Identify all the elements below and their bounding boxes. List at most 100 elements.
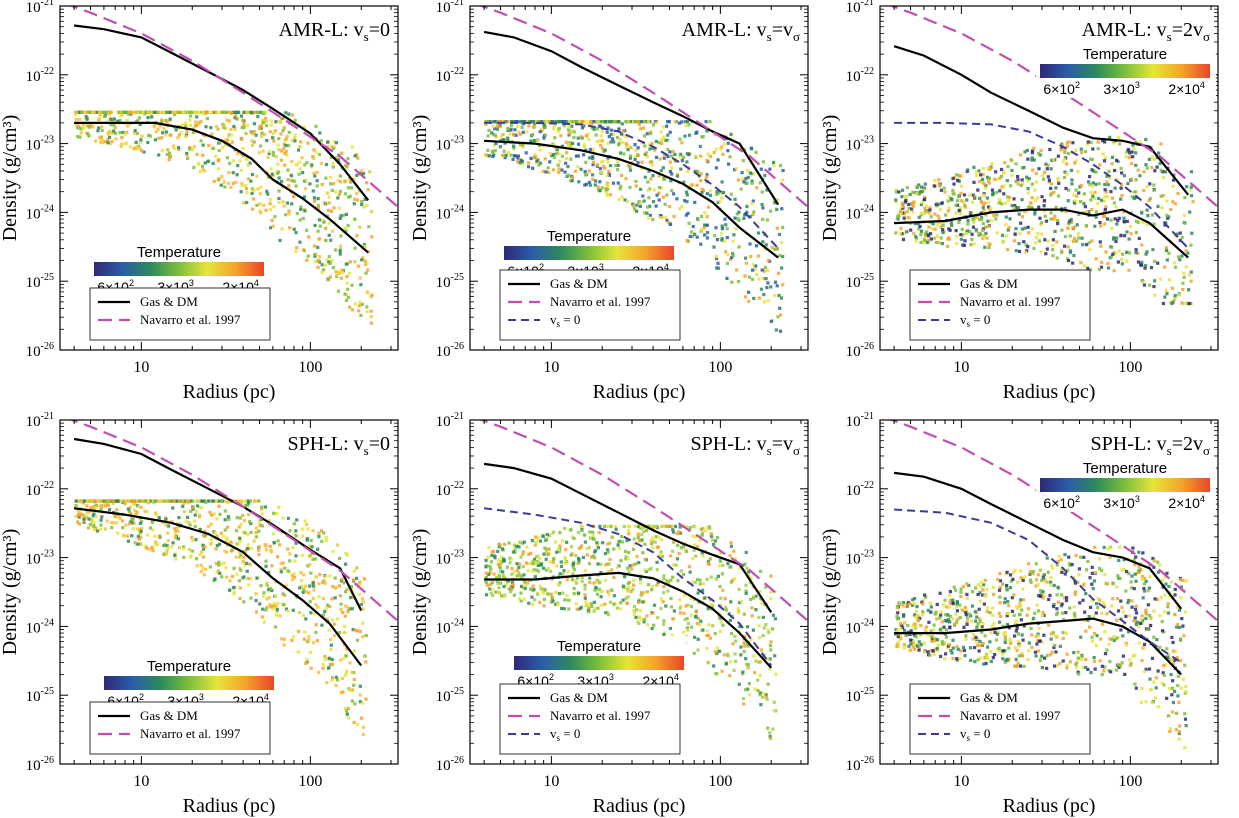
temperature-scatter-cell (176, 145, 181, 150)
temperature-scatter-cell (1020, 178, 1024, 182)
temperature-scatter-cell (612, 132, 616, 136)
temperature-scatter-cell (673, 120, 677, 124)
temperature-scatter-cell (705, 192, 709, 196)
temperature-scatter-cell (360, 258, 364, 262)
temperature-scatter-cell (724, 250, 728, 254)
temperature-scatter-cell (623, 585, 628, 590)
temperature-scatter-cell (627, 532, 631, 536)
temperature-scatter-cell (77, 512, 81, 517)
temperature-scatter-cell (635, 203, 639, 207)
temperature-scatter-cell (515, 124, 520, 129)
temperature-scatter-cell (1112, 237, 1116, 241)
temperature-scatter-cell (757, 624, 761, 628)
temperature-scatter-cell (1132, 190, 1136, 194)
temperature-scatter-cell (744, 261, 749, 265)
temperature-scatter-cell (1148, 283, 1152, 287)
temperature-scatter-cell (200, 550, 204, 554)
temperature-scatter-cell (261, 607, 265, 611)
temperature-scatter-cell (678, 531, 683, 535)
temperature-scatter-cell (712, 150, 716, 155)
temperature-scatter-cell (337, 192, 342, 197)
temperature-scatter-cell (1052, 157, 1056, 162)
temperature-scatter-cell (506, 127, 510, 131)
temperature-scatter-cell (1044, 252, 1048, 256)
temperature-scatter-cell (585, 553, 589, 557)
temperature-scatter-cell (350, 607, 354, 611)
temperature-scatter-cell (628, 120, 632, 124)
temperature-scatter-cell (1107, 169, 1111, 174)
temperature-scatter-cell (696, 616, 700, 620)
temperature-scatter-cell (286, 168, 290, 172)
temperature-scatter-cell (520, 125, 524, 130)
temperature-scatter-cell (761, 206, 765, 210)
temperature-scatter-cell (607, 135, 611, 139)
temperature-scatter-cell (339, 234, 343, 238)
temperature-scatter-cell (524, 151, 528, 155)
temperature-scatter-cell (273, 594, 278, 598)
temperature-scatter-cell (244, 157, 248, 161)
temperature-scatter-cell (628, 165, 632, 169)
temperature-scatter-cell (272, 540, 276, 545)
temperature-scatter-cell (316, 265, 320, 269)
temperature-scatter-cell (1164, 248, 1169, 253)
temperature-scatter-cell (227, 499, 231, 503)
temperature-scatter-cell (1181, 281, 1185, 285)
temperature-scatter-cell (911, 204, 915, 208)
temperature-scatter-cell (195, 509, 199, 513)
temperature-scatter-cell (1132, 146, 1136, 150)
temperature-scatter-cell (534, 540, 538, 544)
temperature-scatter-cell (1083, 205, 1087, 209)
temperature-scatter-cell (353, 154, 357, 158)
temperature-scatter-cell (1065, 172, 1069, 176)
temperature-scatter-cell (311, 189, 315, 193)
temperature-scatter-cell (919, 185, 924, 189)
temperature-scatter-cell (319, 161, 323, 165)
temperature-scatter-cell (260, 131, 264, 135)
temperature-scatter-cell (554, 590, 558, 594)
temperature-scatter-cell (655, 193, 659, 197)
temperature-scatter-cell (922, 240, 926, 244)
temperature-scatter-cell (543, 124, 547, 128)
temperature-scatter-cell (666, 589, 670, 593)
temperature-scatter-cell (570, 120, 574, 124)
temperature-scatter-cell (117, 515, 121, 519)
temperature-scatter-cell (258, 523, 262, 527)
temperature-scatter-cell (896, 217, 900, 221)
temperature-scatter-cell (239, 553, 243, 557)
temperature-scatter-cell (220, 174, 224, 179)
temperature-scatter-cell (639, 201, 643, 205)
temperature-scatter-cell (607, 592, 611, 596)
temperature-scatter-cell (907, 206, 911, 210)
temperature-scatter-cell (978, 218, 982, 222)
temperature-scatter-cell (1182, 301, 1186, 306)
temperature-scatter-cell (634, 615, 638, 620)
temperature-scatter-cell (312, 244, 317, 248)
temperature-scatter-cell (696, 169, 700, 174)
temperature-scatter-cell (659, 216, 663, 220)
temperature-scatter-cell (981, 206, 985, 210)
temperature-scatter-cell (586, 602, 590, 606)
temperature-scatter-cell (493, 149, 497, 153)
temperature-scatter-cell (512, 570, 516, 574)
temperature-scatter-cell (927, 234, 931, 238)
temperature-scatter-cell (1033, 188, 1037, 192)
temperature-scatter-cell (1002, 192, 1006, 196)
temperature-scatter-cell (201, 153, 205, 157)
temperature-scatter-cell (608, 164, 613, 168)
temperature-scatter-cell (356, 156, 360, 160)
temperature-scatter-cell (955, 242, 959, 246)
temperature-scatter-cell (338, 249, 342, 253)
temperature-scatter-cell (705, 525, 710, 530)
temperature-scatter-cell (312, 171, 316, 175)
temperature-scatter-cell (242, 123, 246, 127)
temperature-scatter-cell (606, 548, 610, 552)
temperature-scatter-cell (99, 518, 103, 522)
temperature-scatter-cell (362, 242, 367, 247)
temperature-scatter-cell (768, 667, 772, 671)
temperature-scatter-cell (307, 591, 311, 595)
temperature-scatter-cell (1010, 168, 1014, 173)
temperature-scatter-cell (146, 110, 150, 114)
temperature-scatter-cell (564, 547, 568, 552)
temperature-scatter-cell (527, 124, 531, 128)
temperature-scatter-cell (314, 623, 318, 627)
